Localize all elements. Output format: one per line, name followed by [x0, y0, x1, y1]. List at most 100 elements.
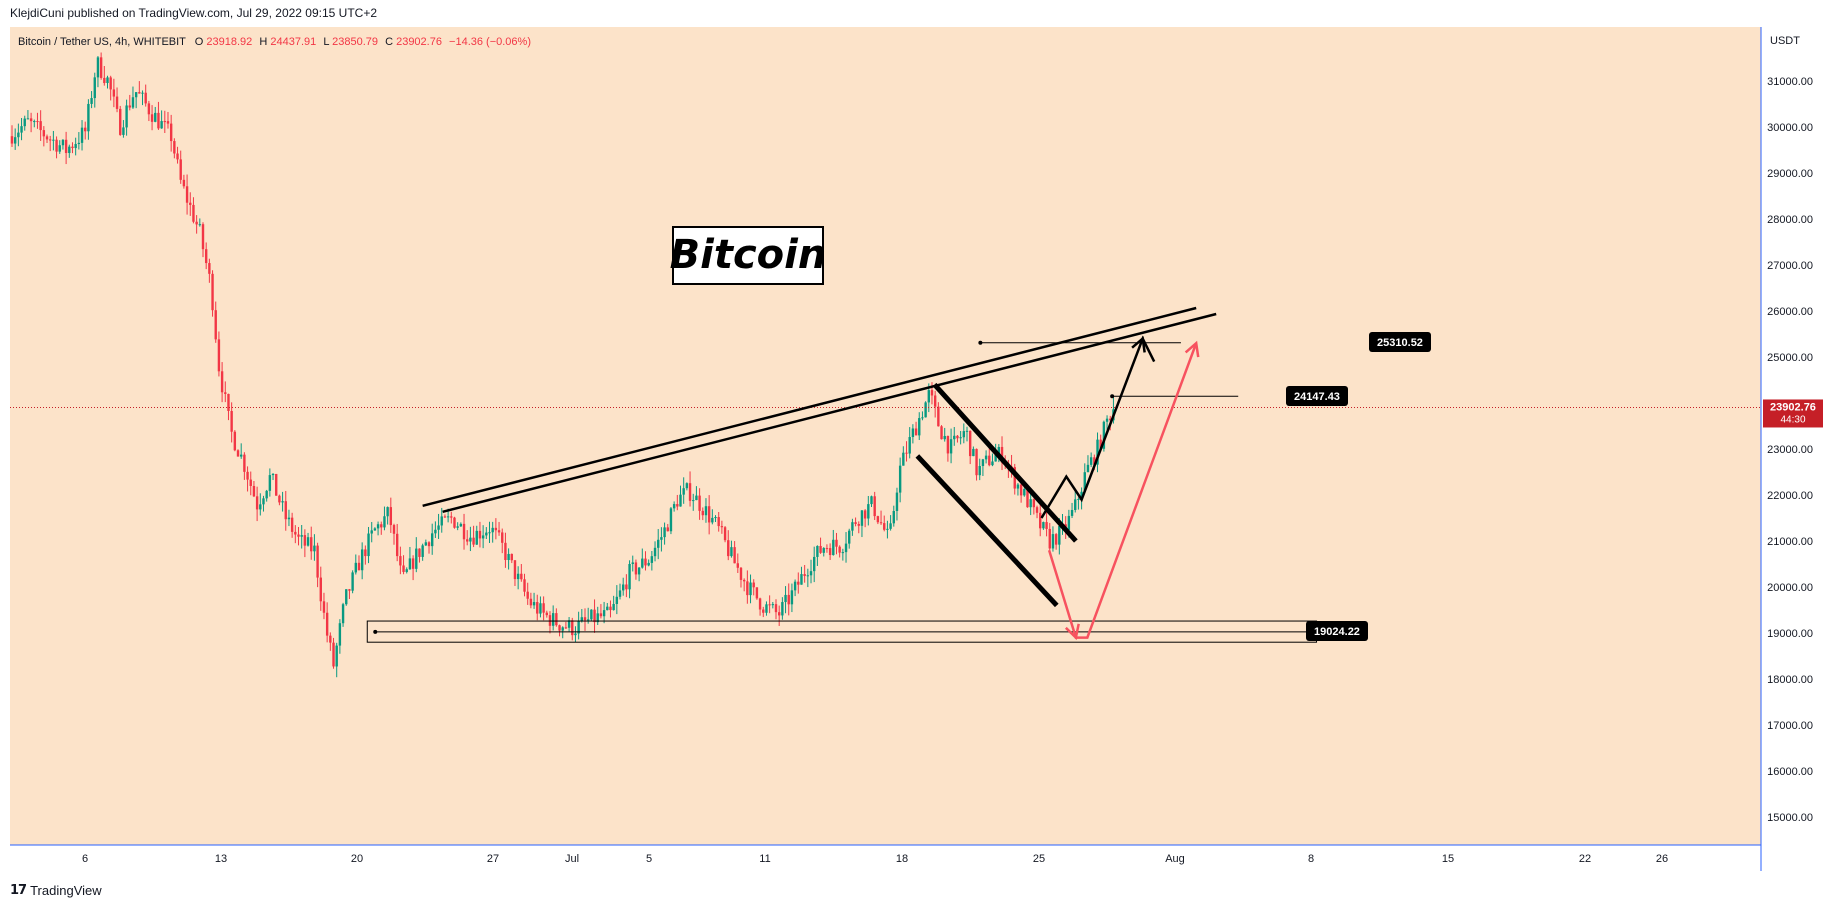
legend-high-label: H: [259, 36, 267, 48]
candle-body: [539, 603, 542, 614]
candle-body: [574, 633, 577, 636]
candle-body: [310, 537, 313, 552]
candle-body: [214, 310, 217, 340]
candle-body: [781, 602, 784, 616]
x-tick-label: 8: [1308, 853, 1314, 865]
candle-body: [325, 612, 329, 636]
candle-body: [402, 565, 405, 572]
candle-body: [653, 547, 657, 557]
y-tick-label: 19000.00: [1767, 628, 1813, 640]
trendline-lower[interactable]: [442, 312, 1217, 514]
candle-body: [1026, 488, 1029, 508]
descending-channel-lower[interactable]: [915, 454, 1059, 608]
x-tick-label: 5: [646, 853, 652, 865]
candle-body: [395, 533, 399, 557]
candle-body: [1070, 509, 1074, 516]
candle-body: [857, 523, 860, 526]
candle-body: [370, 530, 373, 534]
candle-body: [354, 562, 357, 573]
time-axis-background[interactable]: [10, 845, 1761, 871]
candle-body: [558, 625, 561, 631]
candle-body: [555, 613, 558, 626]
candle-body: [128, 105, 131, 108]
red-path[interactable]: [1047, 342, 1198, 639]
candle-body: [949, 439, 953, 454]
candle-body: [227, 393, 230, 412]
candle-body: [23, 118, 26, 127]
y-tick-label: 22000.00: [1767, 490, 1813, 502]
candles-layer: [10, 52, 1761, 678]
red-path-dip-arrowhead: [1064, 623, 1080, 641]
candle-body: [981, 459, 985, 467]
price-label-24147[interactable]: 24147.43: [1286, 386, 1348, 406]
candle-body: [956, 435, 959, 439]
candle-body: [564, 627, 568, 629]
candle-body: [758, 598, 762, 610]
y-tick-label: 15000.00: [1767, 812, 1813, 824]
candle-body: [386, 507, 389, 517]
chart-title-box: Bitcoin: [670, 226, 827, 285]
candle-body: [87, 103, 90, 132]
candle-body: [147, 103, 151, 115]
chart-background: [10, 27, 1761, 845]
black-path[interactable]: [1040, 335, 1156, 519]
candle-body: [459, 523, 463, 527]
candle-body: [749, 582, 752, 596]
candle-body: [99, 57, 103, 78]
candle-body: [1089, 457, 1093, 465]
candle-body: [545, 612, 548, 616]
price-label-24147-text: 24147.43: [1294, 391, 1340, 403]
candle-body: [259, 504, 262, 510]
candle-body: [510, 553, 513, 561]
candle-body: [851, 522, 854, 531]
candle-body: [663, 527, 666, 538]
candle-body: [784, 594, 787, 603]
candle-body: [660, 537, 663, 540]
candle-body: [201, 224, 205, 250]
candle-body: [367, 533, 370, 557]
candle-body: [832, 539, 835, 556]
candle-body: [462, 523, 466, 540]
candle-body: [360, 549, 364, 571]
candle-body: [182, 179, 186, 187]
descending-channel-upper[interactable]: [932, 382, 1078, 543]
candle-body: [644, 558, 647, 566]
candle-body: [991, 461, 994, 466]
candle-body: [768, 604, 771, 606]
candle-body: [943, 436, 946, 440]
candle-body: [1109, 418, 1112, 421]
candle-body: [606, 606, 609, 611]
candle-body: [892, 511, 895, 524]
candle-body: [475, 530, 478, 545]
candle-body: [997, 446, 1001, 455]
candle-body: [883, 523, 886, 530]
candle-body: [389, 507, 393, 526]
candle-body: [532, 602, 536, 606]
candle-body: [622, 584, 625, 591]
candle-body: [1080, 491, 1083, 499]
candle-body: [1054, 534, 1058, 545]
candle-body: [959, 437, 962, 439]
candle-body: [446, 516, 450, 518]
price-axis-background[interactable]: [1761, 27, 1834, 845]
tradingview-footer[interactable]: 𝟭𝟳 TradingView: [10, 880, 102, 900]
candle-body: [879, 522, 883, 524]
candle-body: [405, 569, 408, 572]
price-label-19024[interactable]: 19024.22: [1306, 621, 1368, 641]
price-label-25310[interactable]: 25310.52: [1369, 332, 1431, 352]
candle-body: [526, 591, 529, 599]
candle-body: [497, 530, 501, 533]
trendline-upper[interactable]: [422, 306, 1197, 508]
candle-body: [287, 517, 291, 520]
ray-anchor: [978, 340, 983, 345]
y-tick-label: 20000.00: [1767, 582, 1813, 594]
candle-body: [364, 549, 367, 557]
price-label-19024-text: 19024.22: [1314, 626, 1360, 638]
candle-body: [889, 523, 892, 529]
candle-body: [586, 619, 590, 621]
chart-title: Bitcoin: [670, 232, 827, 278]
candle-body: [650, 556, 654, 563]
candle-body: [968, 430, 972, 457]
candle-body: [192, 204, 195, 222]
